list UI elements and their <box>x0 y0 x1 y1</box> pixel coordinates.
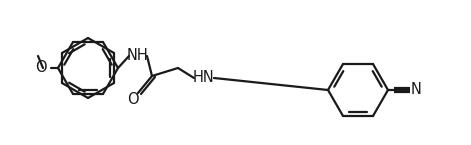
Text: NH: NH <box>127 48 149 64</box>
Text: O: O <box>35 60 47 76</box>
Text: O: O <box>127 91 139 106</box>
Text: HN: HN <box>193 70 215 86</box>
Text: N: N <box>411 83 422 97</box>
